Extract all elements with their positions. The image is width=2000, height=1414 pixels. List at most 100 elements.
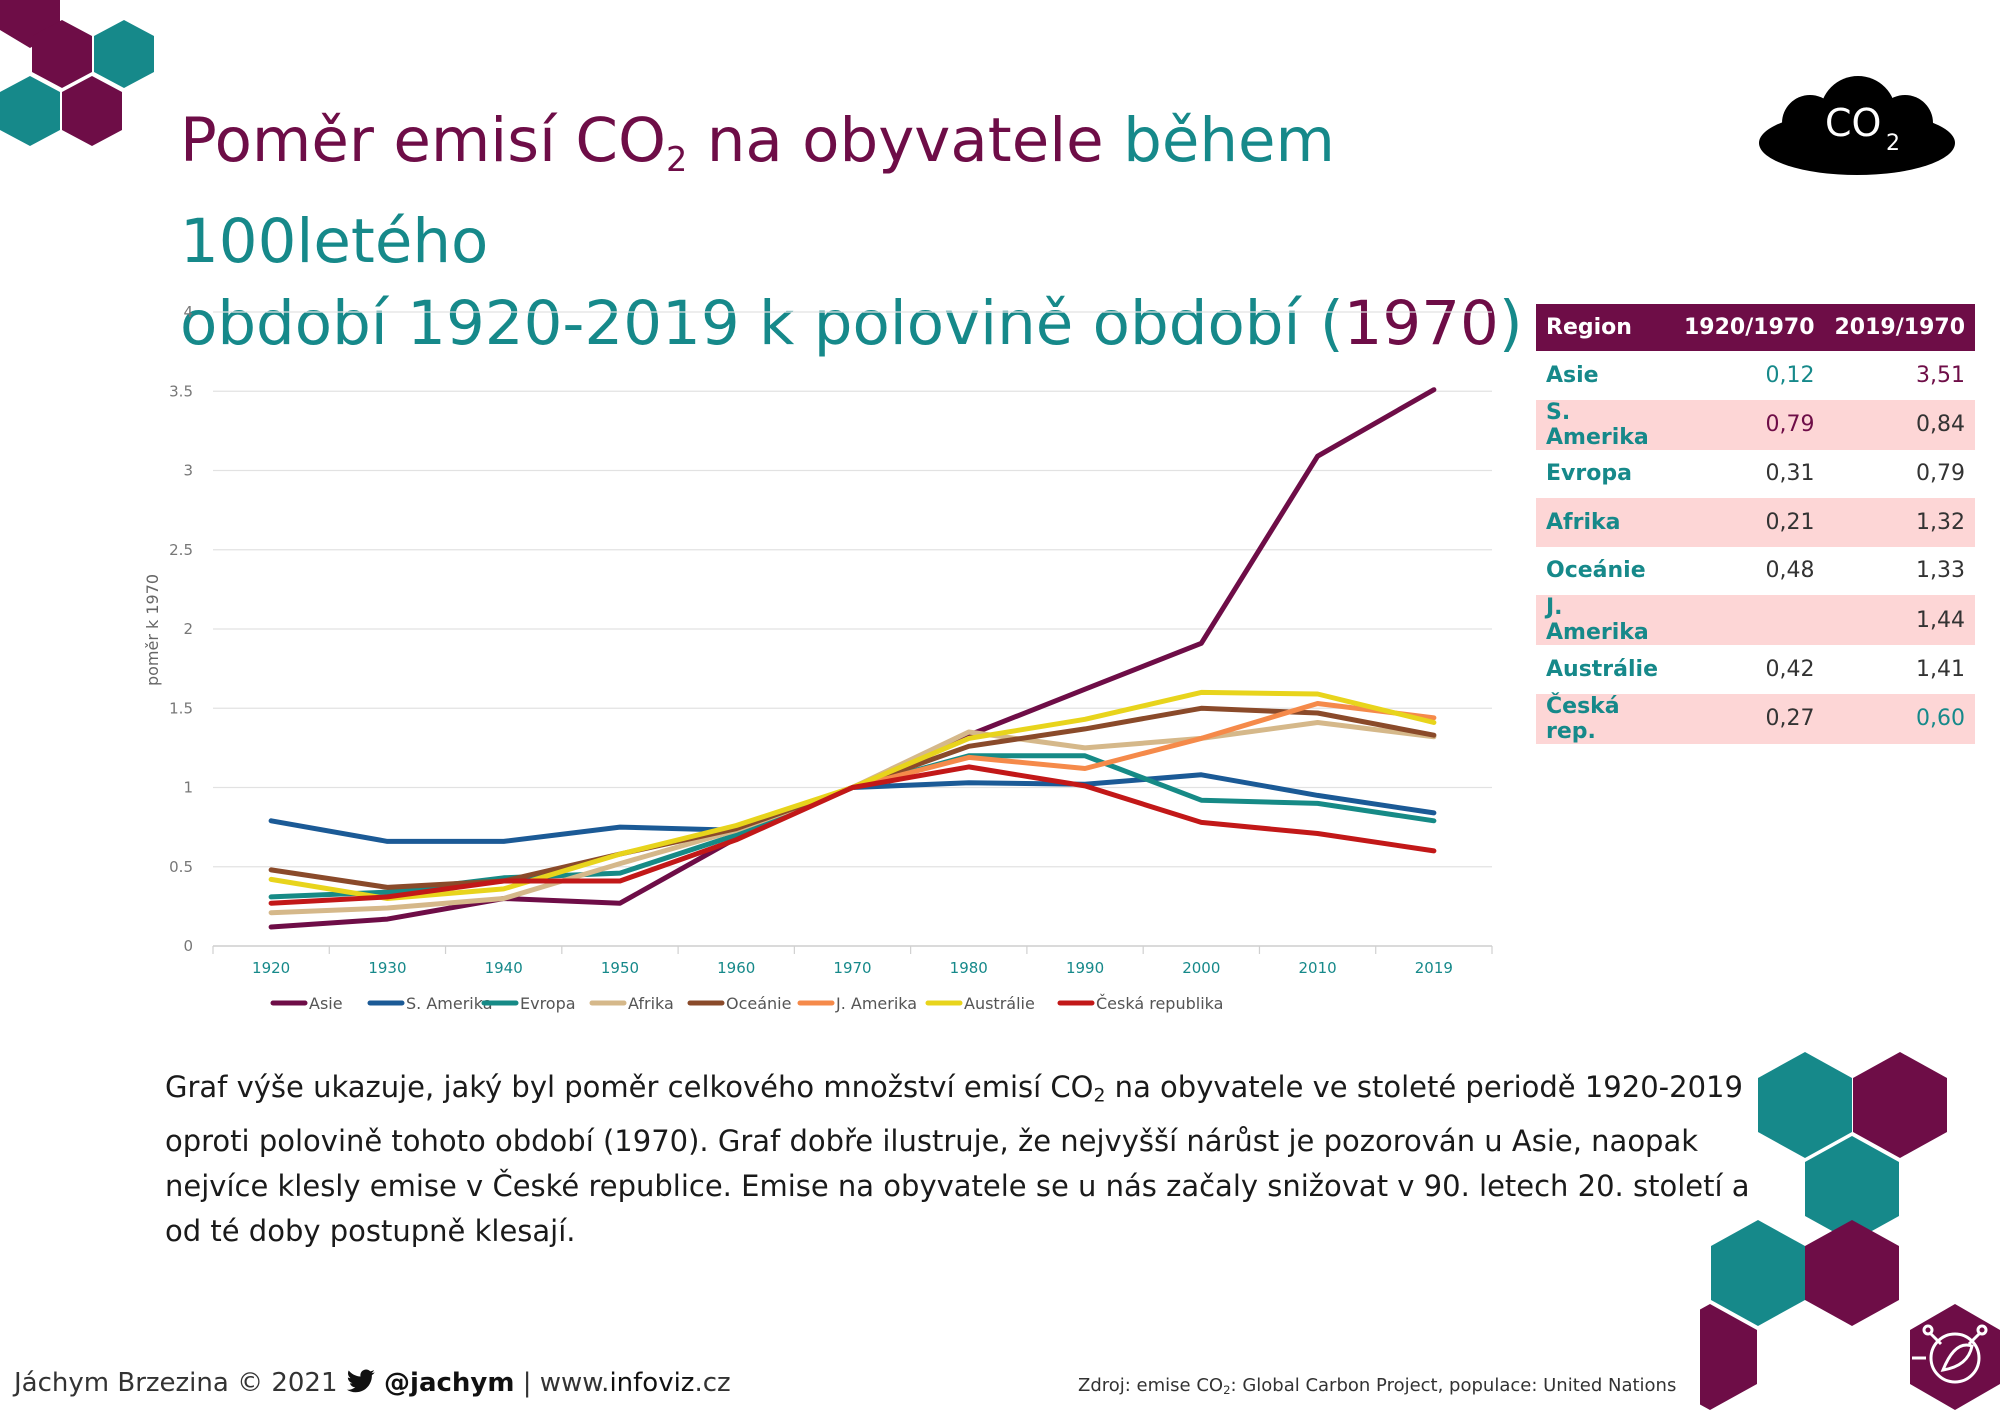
y-tick-label: 4 <box>183 303 193 321</box>
description-subscript: 2 <box>1093 1085 1106 1107</box>
title-part-4: období 1920-2019 k polovině období ( <box>180 288 1344 360</box>
description-part-a: Graf výše ukazuje, jaký byl poměr celkov… <box>165 1070 1094 1104</box>
website-link[interactable]: www.infoviz.cz <box>540 1368 731 1398</box>
table-cell-region: Oceánie <box>1546 558 1646 584</box>
table-cell-2019: 1,33 <box>1916 558 1965 584</box>
x-tick-label: 1970 <box>833 959 871 977</box>
legend-label: Asie <box>309 994 343 1013</box>
footer-separator: | <box>514 1368 540 1398</box>
table-cell-region: S. Amerika <box>1536 399 1674 450</box>
line-chart: 00.511.522.533.54 1920 1930 1940 1950 1960 19… <box>143 303 1493 1013</box>
x-tick-label: 1960 <box>717 959 755 977</box>
hexagon-decoration-top-left <box>0 0 154 146</box>
table-cell-region: J. Amerika <box>1536 595 1674 645</box>
table-cell-1920: 0,42 <box>1765 656 1815 682</box>
table-row: Afrika 0,21 1,32 <box>1536 498 1975 547</box>
table-cell-1920: 0,21 <box>1674 498 1825 547</box>
table-row: Evropa 0,31 0,79 <box>1536 450 1975 499</box>
hexagon-shape <box>94 20 154 88</box>
table-cell-region: Evropa <box>1546 461 1632 487</box>
legend-label: Austrálie <box>964 994 1035 1013</box>
table-cell-2019: 0,84 <box>1824 399 1975 450</box>
hexagon-shape <box>1711 1220 1805 1326</box>
table-cell-region: Austrálie <box>1546 656 1658 682</box>
table-cell-2019: 0,60 <box>1824 693 1975 744</box>
source-part-b: : Global Carbon Project, populace: Unite… <box>1230 1375 1677 1396</box>
table-cell-1920: 0,27 <box>1674 693 1825 744</box>
table-cell-region: Česká rep. <box>1536 693 1674 744</box>
y-tick-label: 0.5 <box>169 858 193 876</box>
x-tick-label: 1950 <box>601 959 639 977</box>
legend-label: Afrika <box>628 994 674 1013</box>
x-tick-label: 1940 <box>485 959 523 977</box>
legend-label: S. Amerika <box>406 994 493 1013</box>
chart-series <box>268 387 1437 930</box>
x-tick-label: 1980 <box>950 959 988 977</box>
series-line-5 <box>850 701 1437 790</box>
table-cell-2019: 1,32 <box>1824 498 1975 547</box>
x-tick-label: 1990 <box>1066 959 1104 977</box>
footer-author: Jáchym Brzezina © 2021 <box>14 1368 338 1398</box>
table-cell-2019: 3,51 <box>1916 362 1965 388</box>
ratio-table: Region 1920/1970 2019/1970 Asie 0,12 3,5… <box>1536 304 1975 744</box>
co2-cloud-icon: CO 2 <box>1759 76 1955 175</box>
x-tick-label: 1920 <box>252 959 290 977</box>
hexagon-shape <box>62 76 122 146</box>
table-header-row: Region 1920/1970 2019/1970 <box>1536 304 1975 351</box>
y-axis-ticks: 0 0.5 1 1.5 2 2.5 3 3.5 4 <box>169 303 193 955</box>
y-tick-label: 3 <box>183 462 193 480</box>
title-part-5: ) <box>1498 288 1523 360</box>
table-row: Česká rep. 0,27 0,60 <box>1536 693 1975 744</box>
hexagon-shape <box>0 76 60 146</box>
x-tick-label: 2010 <box>1298 959 1336 977</box>
description-part-b: na obyvatele ve stoleté periodě 1920-201… <box>165 1070 1750 1248</box>
legend-label: Česká republika <box>1096 994 1223 1013</box>
table-cell-1920: 0,79 <box>1674 399 1825 450</box>
y-tick-label: 2.5 <box>169 541 193 559</box>
table-cell-2019: 1,41 <box>1916 656 1965 682</box>
legend-label: Evropa <box>520 994 576 1013</box>
footer-credits: Jáchym Brzezina © 2021 @jachym | www.inf… <box>14 1368 731 1398</box>
x-tick-label: 2019 <box>1415 959 1453 977</box>
twitter-handle-link[interactable]: @jachym <box>384 1368 515 1398</box>
table-cell-1920: 0,48 <box>1765 558 1815 584</box>
y-tick-label: 0 <box>183 937 193 955</box>
twitter-bird-icon <box>346 1369 375 1393</box>
chart-grid <box>212 311 1493 954</box>
hexagon-shape <box>1805 1136 1899 1242</box>
table-row: Oceánie 0,48 1,33 <box>1536 547 1975 596</box>
y-tick-label: 2 <box>183 620 193 638</box>
table-cell-region: Afrika <box>1536 498 1674 547</box>
table-cell-2019: 0,79 <box>1916 461 1965 487</box>
hexagon-shape <box>1853 1052 1947 1158</box>
series-line-7 <box>268 764 1437 906</box>
title-part-3: během 100letého <box>180 105 1335 278</box>
title-part-2: na obyvatele <box>687 105 1104 176</box>
hexagon-decoration-bottom-right <box>1700 1052 2000 1410</box>
x-tick-label: 2000 <box>1182 959 1220 977</box>
y-tick-label: 1.5 <box>169 699 193 717</box>
title-year: 1970 <box>1343 288 1499 360</box>
y-tick-label: 3.5 <box>169 382 193 400</box>
hexagon-shape <box>1805 1220 1899 1326</box>
table-header-1920: 1920/1970 <box>1674 304 1825 351</box>
y-axis-label: poměr k 1970 <box>143 574 162 686</box>
table-cell-1920 <box>1674 595 1825 645</box>
table-cell-2019: 1,44 <box>1824 595 1975 645</box>
series-line-4 <box>268 705 1437 890</box>
site-prefix: www. <box>539 1368 610 1398</box>
y-tick-label: 1 <box>183 779 193 797</box>
leaf-circuit-icon <box>1912 1324 1988 1384</box>
table-header-2019: 2019/1970 <box>1824 304 1975 351</box>
table-cell-region: Asie <box>1546 362 1599 388</box>
co2-badge-text: CO <box>1825 101 1881 145</box>
table-cell-1920: 0,31 <box>1765 461 1815 487</box>
x-axis-ticks: 1920 1930 1940 1950 1960 1970 1980 1990 2000 2010… <box>252 959 1453 977</box>
source-part-a: Zdroj: emise CO <box>1078 1375 1224 1396</box>
legend-label: Oceánie <box>726 994 791 1013</box>
table-row: S. Amerika 0,79 0,84 <box>1536 399 1975 450</box>
co2-badge-sub: 2 <box>1886 131 1900 156</box>
table-row: Austrálie 0,42 1,41 <box>1536 645 1975 694</box>
description-text: Graf výše ukazuje, jaký byl poměr celkov… <box>165 1065 1755 1254</box>
x-tick-label: 1930 <box>368 959 406 977</box>
